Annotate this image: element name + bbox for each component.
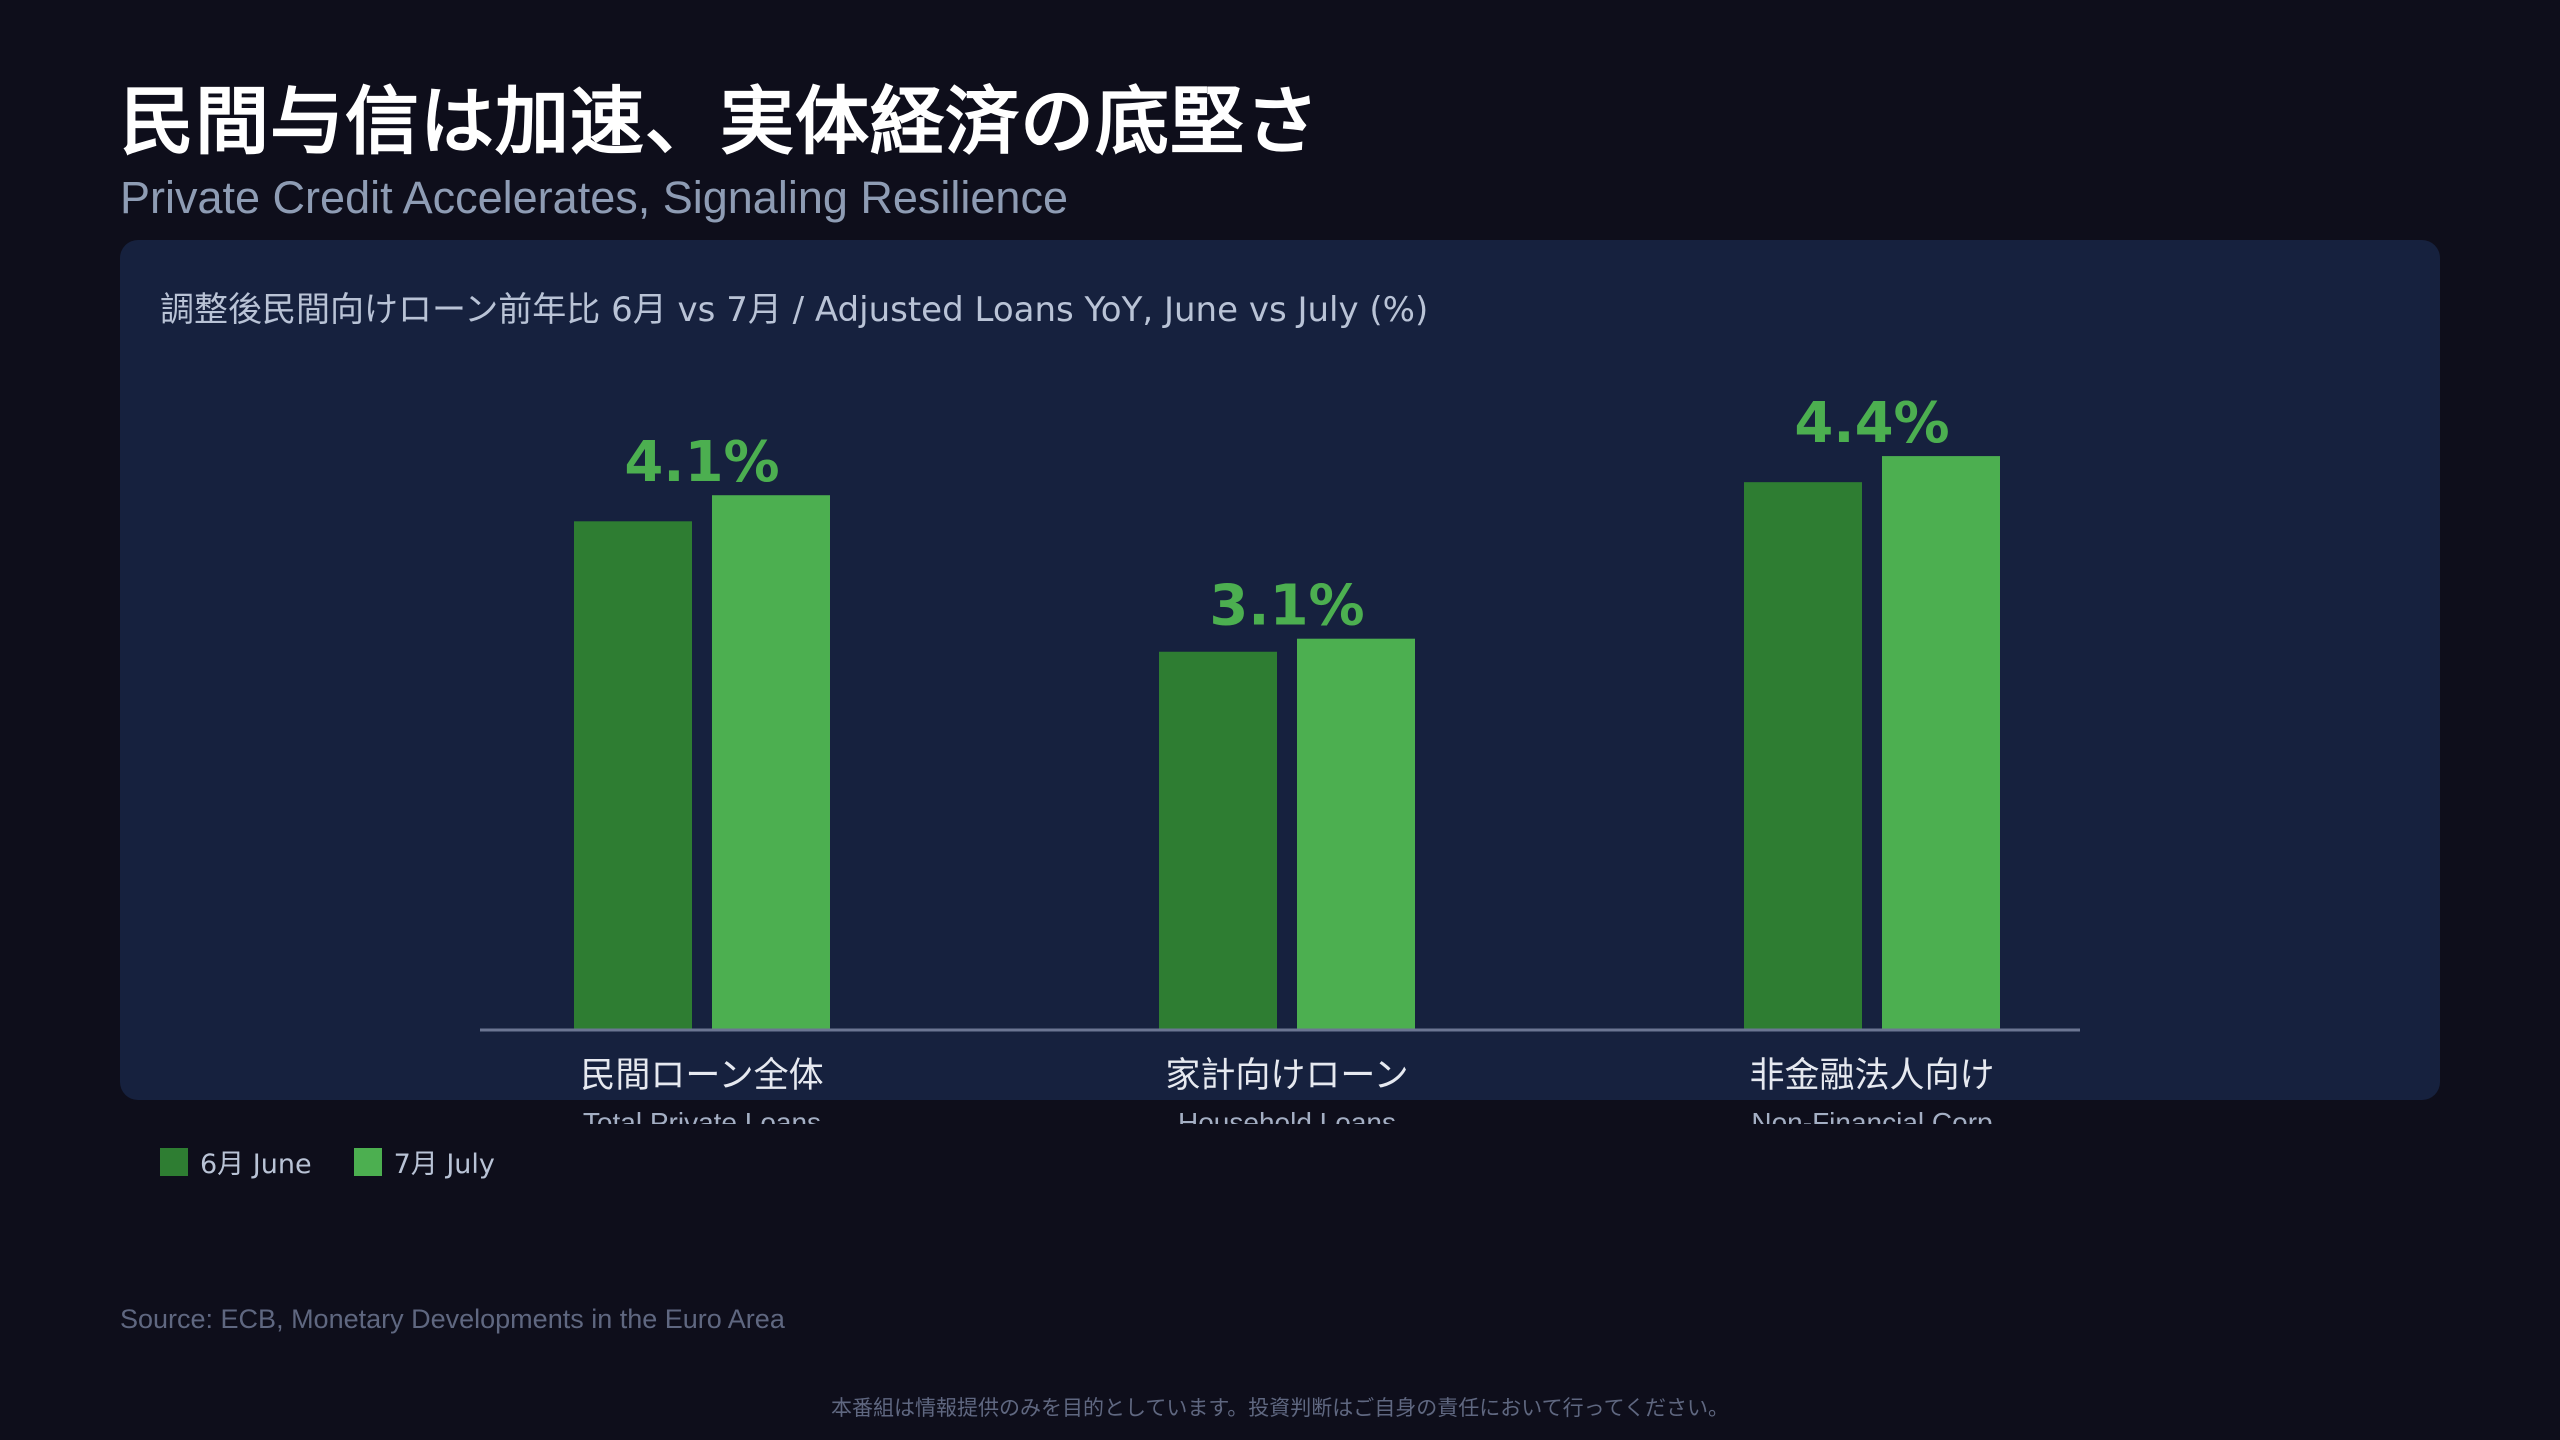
data-label-total: 4.1% [624,430,779,495]
data-label-nonfinancial: 4.4% [1794,391,1949,456]
data-label-household: 3.1% [1209,574,1364,639]
legend-item-july: 7月 July [354,1142,495,1181]
bar-nonfinancial-july [1882,456,2000,1030]
bar-total-july [712,495,830,1030]
disclaimer: 本番組は情報提供のみを目的としています。投資判断はご自身の責任において行ってくだ… [0,1392,2560,1422]
category-sublabel-household: Household Loans [1178,1107,1396,1138]
bar-household-july [1297,639,1415,1030]
legend-swatch-june [160,1148,188,1176]
category-sublabel-nonfinancial: Non-Financial Corp [1751,1107,1992,1138]
bar-total-june [574,521,692,1030]
category-label-household: 家計向けローン [1165,1056,1408,1096]
legend-swatch-july [354,1148,382,1176]
bar-household-june [1159,652,1277,1030]
bar-nonfinancial-june [1744,482,1862,1030]
category-label-nonfinancial: 非金融法人向け [1749,1056,1994,1096]
source-note: Source: ECB, Monetary Developments in th… [120,1304,785,1335]
legend: 6月 June 7月 July [160,1142,537,1181]
category-sublabel-total: Total Private Loans [583,1107,821,1138]
legend-label-july: 7月 July [394,1142,495,1181]
legend-item-june: 6月 June [160,1142,312,1181]
category-label-total: 民間ローン全体 [580,1056,823,1096]
legend-label-june: 6月 June [200,1142,312,1181]
